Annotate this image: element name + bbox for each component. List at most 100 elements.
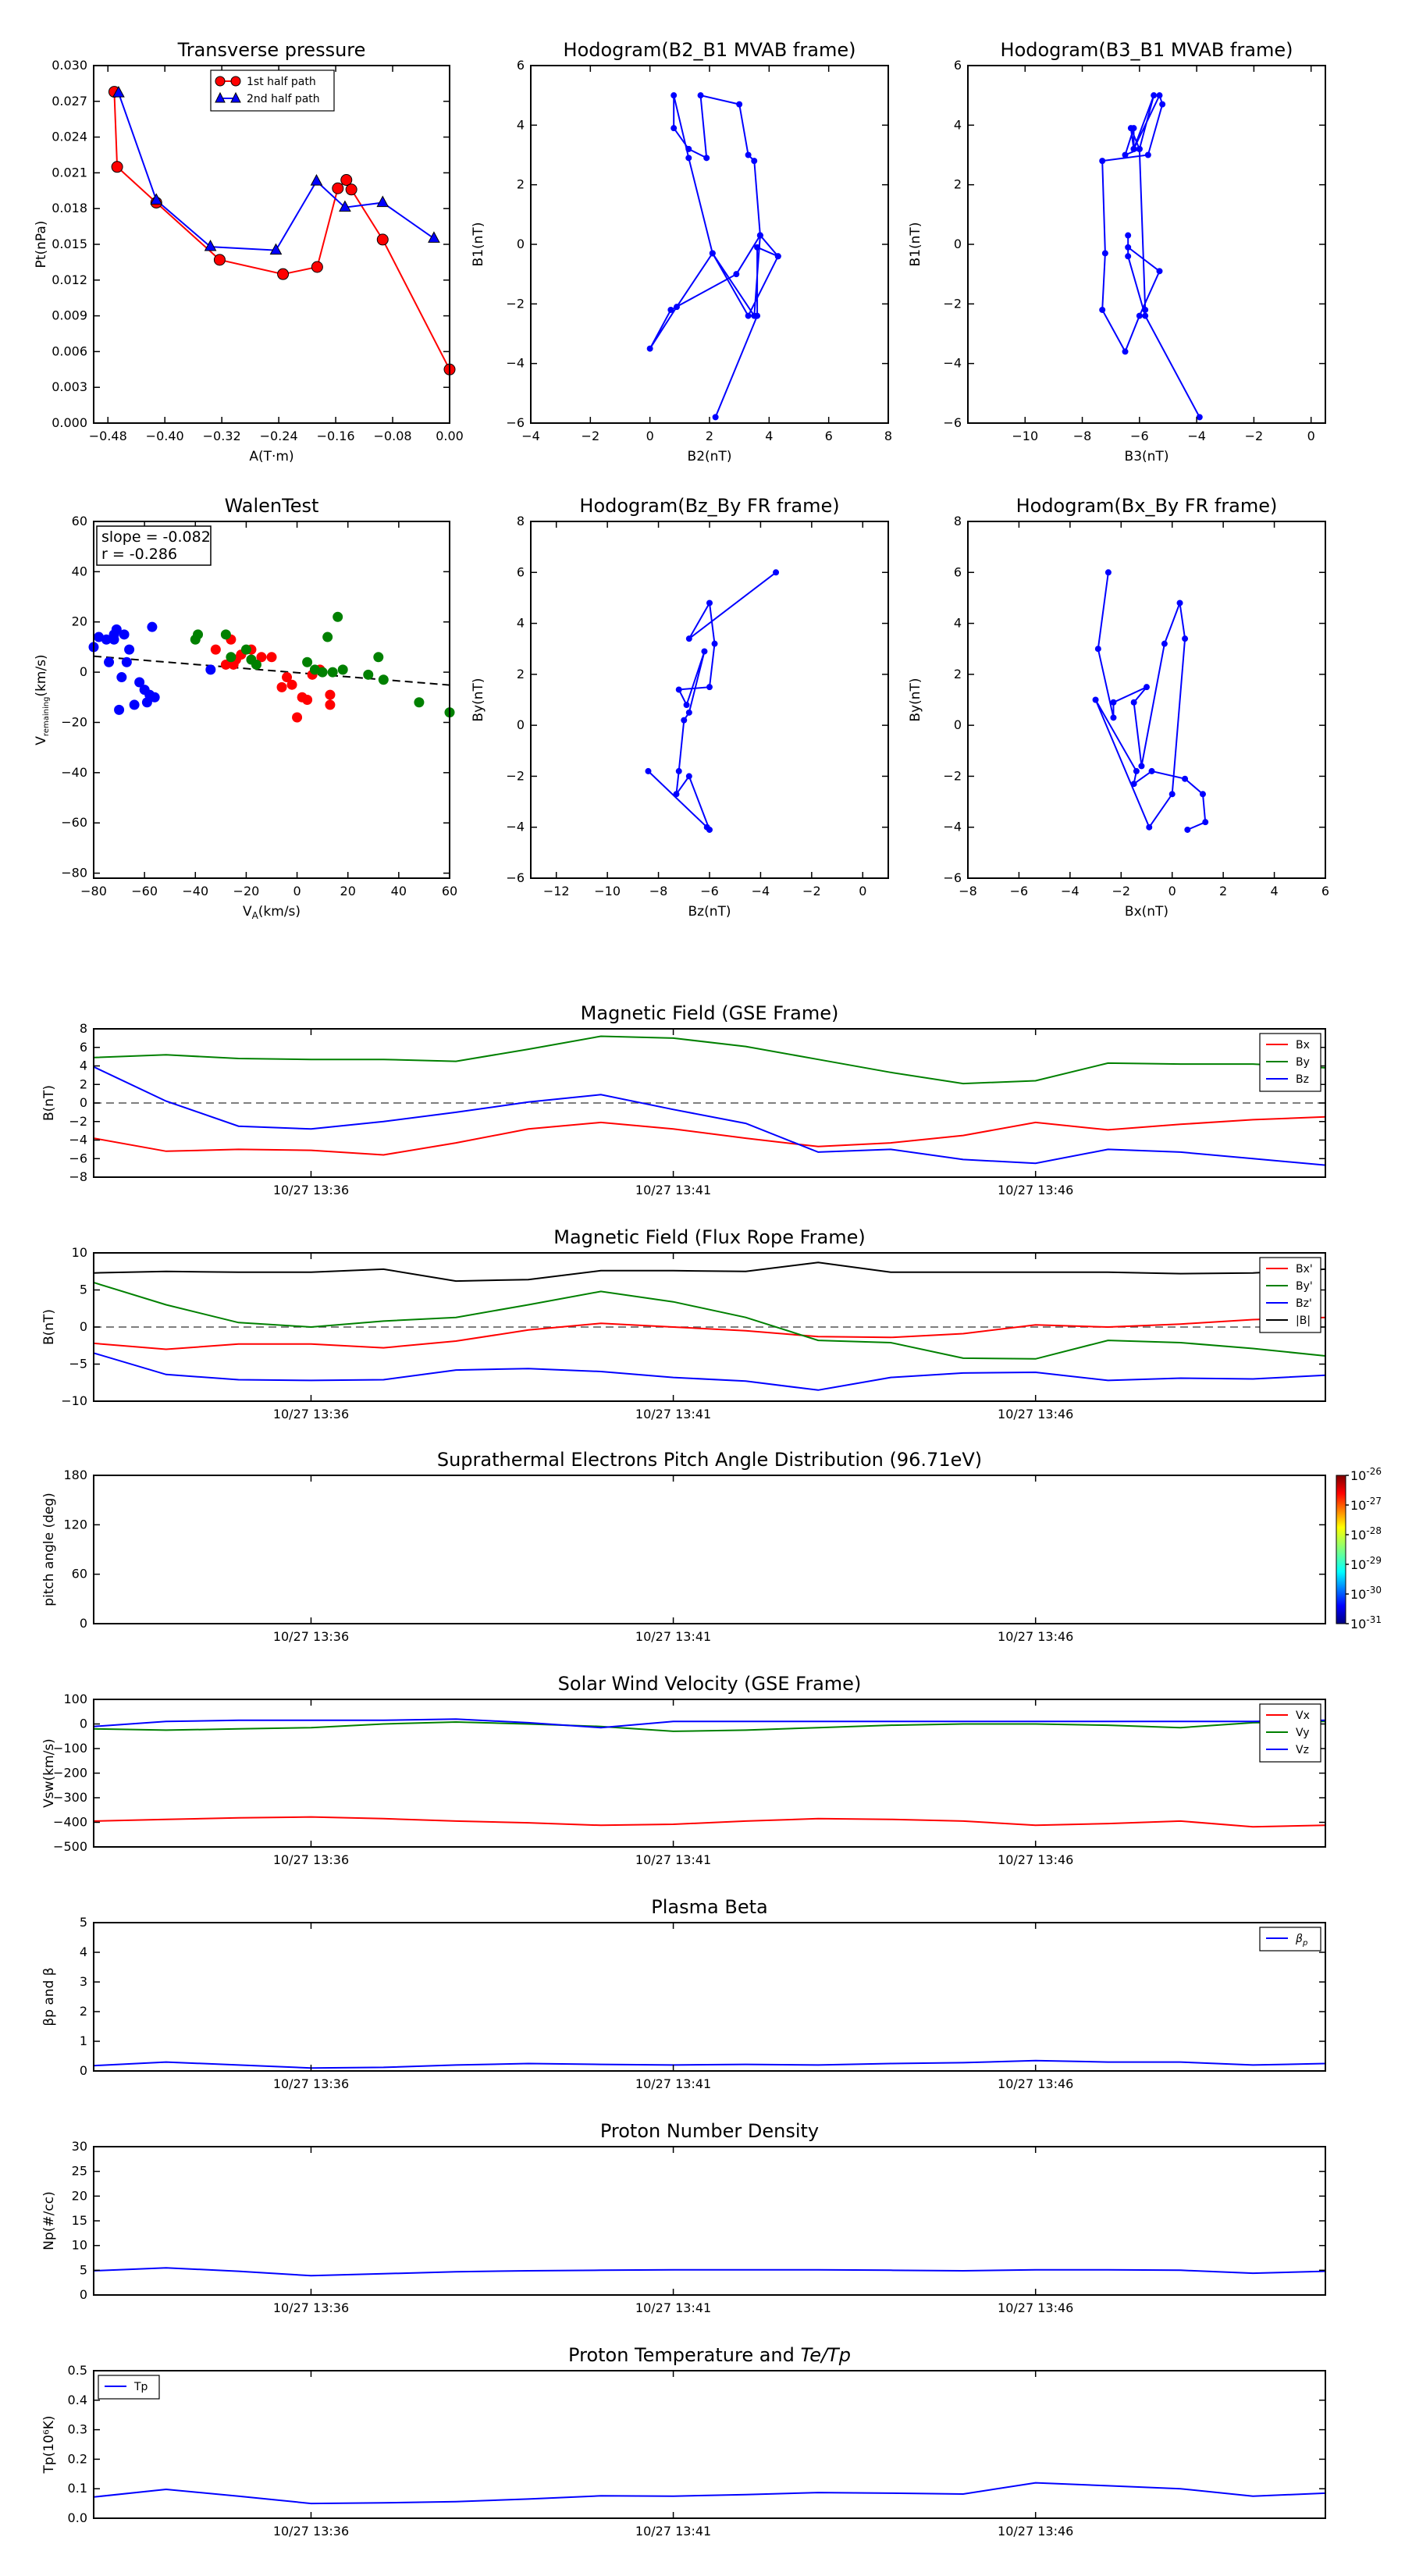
colorbar (1336, 1475, 1346, 1624)
x-tick-label: −60 (131, 884, 158, 898)
chart-title: Plasma Beta (651, 1896, 767, 1918)
data-point (240, 644, 251, 655)
y-axis-label: βp and β (41, 1967, 57, 2026)
legend-marker (215, 76, 226, 87)
chart-title: Proton Number Density (600, 2120, 819, 2142)
x-tick-label: 4 (1270, 884, 1278, 898)
colorbar-exponent: -27 (1366, 1496, 1382, 1507)
data-point (322, 632, 333, 642)
axes-frame (93, 2370, 1326, 2519)
data-point (1184, 826, 1191, 833)
data-point (1151, 92, 1158, 99)
data-point (256, 652, 267, 663)
data-point (376, 233, 389, 246)
y-tick-label: 60 (72, 514, 87, 528)
y-tick-label: 6 (517, 564, 525, 579)
series-line-1st half path (113, 91, 450, 370)
colorbar-label: 10-29 (1350, 1555, 1382, 1572)
data-point (124, 644, 135, 655)
x-tick-label: 6 (825, 429, 833, 443)
data-point (378, 674, 389, 685)
data-point (340, 174, 353, 187)
axes-frame (93, 65, 450, 424)
x-tick-label: −10 (1012, 429, 1038, 443)
x-tick-label: −8 (1073, 429, 1092, 443)
y-tick-label: 0 (954, 717, 962, 732)
y-axis-label: B1(nT) (908, 222, 923, 267)
y-tick-label: 0 (954, 237, 962, 251)
y-axis-label: B(nT) (41, 1085, 57, 1121)
y-tick-label: 120 (63, 1517, 87, 1532)
legend-label: |B| (1296, 1315, 1311, 1327)
chart-title: Solar Wind Velocity (GSE Frame) (558, 1673, 862, 1695)
series-line-Bz (94, 1066, 1325, 1166)
data-point (754, 244, 761, 251)
legend-marker (230, 91, 241, 103)
y-tick-label: −6 (506, 870, 525, 885)
data-point (685, 635, 692, 642)
x-tick-label: 0 (859, 884, 866, 898)
data-point (1199, 791, 1206, 798)
chart-bgse: Magnetic Field (GSE Frame) 10/27 13:36 10/… (41, 1002, 1326, 1197)
x-tick-label: 10/27 13:41 (635, 2300, 711, 2315)
y-tick-label: 8 (954, 514, 962, 528)
y-tick-label: 0 (80, 1095, 87, 1110)
data-point (1136, 312, 1143, 319)
series-line-series-0 (94, 2267, 1325, 2277)
data-point (286, 679, 297, 690)
data-point (1138, 763, 1145, 770)
x-tick-label: 10/27 13:46 (998, 1852, 1073, 1867)
x-tick-label: 10/27 13:41 (635, 1629, 711, 1644)
data-point (1202, 819, 1209, 826)
chart-pad: Suprathermal Electrons Pitch Angle Distr… (41, 1449, 1382, 1644)
y-tick-label: 0.030 (52, 58, 87, 73)
annotation-text: r = -0.286 (101, 546, 177, 563)
data-point (1196, 414, 1203, 421)
data-point (711, 640, 718, 647)
x-tick-label: 8 (884, 429, 892, 443)
y-tick-label: 5 (80, 1915, 87, 1930)
series-line-βp (94, 2059, 1325, 2069)
data-point (1182, 635, 1189, 642)
chart-title: Hodogram(Bz_By FR frame) (579, 495, 839, 517)
y-tick-label: −400 (53, 1815, 87, 1830)
chart-hbzby: Hodogram(Bz_By FR frame) −12 −10 −8 −6 −4 −2 0 −… (471, 495, 889, 920)
data-point (1130, 145, 1137, 152)
data-point (282, 672, 293, 683)
data-point (226, 652, 237, 663)
x-axis-label-sub: A (252, 910, 259, 921)
data-point (193, 629, 204, 640)
chart-title-math: Te/Tp (801, 2344, 851, 2366)
data-point (302, 695, 313, 705)
y-axis-label: Np(#/cc) (41, 2191, 57, 2250)
y-tick-label: 1 (80, 2033, 87, 2048)
x-tick-label: −6 (1010, 884, 1029, 898)
y-tick-label: 2 (517, 667, 525, 681)
plot-area (94, 1261, 1325, 1391)
y-tick-label: −4 (506, 356, 525, 371)
y-tick-label: 6 (517, 58, 525, 73)
y-tick-label: 0.003 (52, 379, 87, 394)
data-point (269, 243, 283, 255)
x-tick-label: −0.48 (89, 429, 127, 443)
data-point (121, 656, 132, 667)
data-point (701, 648, 708, 655)
y-tick-label: −5 (69, 1357, 87, 1372)
chart-h31: Hodogram(B3_B1 MVAB frame) −10 −8 −6 −4 −2 0 −6… (908, 39, 1326, 464)
data-point (1125, 253, 1132, 260)
data-point (94, 632, 105, 642)
y-tick-label: −60 (61, 815, 87, 830)
x-tick-label: −0.08 (374, 429, 412, 443)
axes-frame (93, 521, 450, 879)
y-tick-label: 0.2 (68, 2451, 87, 2466)
x-tick-label: −80 (80, 884, 107, 898)
y-tick-label: 6 (954, 564, 962, 579)
x-tick-label: −6 (1130, 429, 1149, 443)
data-point (1125, 232, 1132, 239)
y-axis-label: Vremaining(km/s) (34, 654, 51, 745)
data-point (675, 686, 682, 693)
x-tick-label: −2 (802, 884, 821, 898)
x-tick-label: −4 (752, 884, 770, 898)
data-point (337, 664, 348, 675)
y-tick-label: 0 (80, 2063, 87, 2078)
